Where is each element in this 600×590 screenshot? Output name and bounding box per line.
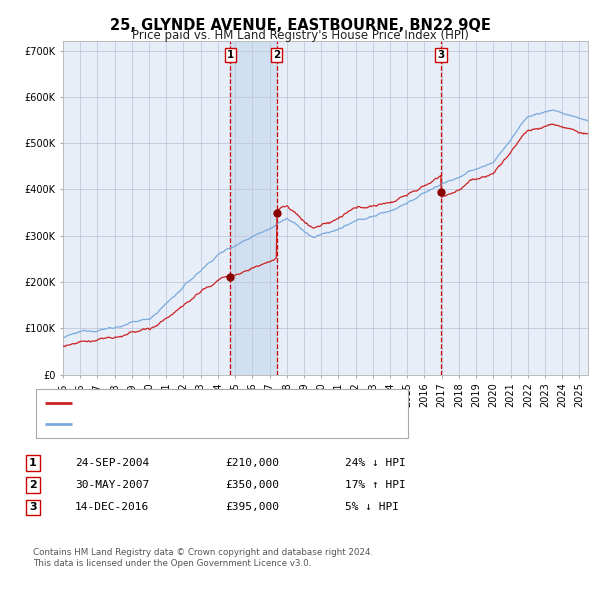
Text: 24% ↓ HPI: 24% ↓ HPI <box>345 458 406 468</box>
Text: £210,000: £210,000 <box>225 458 279 468</box>
Text: 3: 3 <box>437 50 445 60</box>
Text: HPI: Average price, detached house, Eastbourne: HPI: Average price, detached house, East… <box>77 419 318 430</box>
Text: 14-DEC-2016: 14-DEC-2016 <box>75 503 149 512</box>
Text: 1: 1 <box>227 50 234 60</box>
Text: 24-SEP-2004: 24-SEP-2004 <box>75 458 149 468</box>
Text: 25, GLYNDE AVENUE, EASTBOURNE, BN22 9QE: 25, GLYNDE AVENUE, EASTBOURNE, BN22 9QE <box>110 18 490 32</box>
Bar <box>230 41 277 375</box>
Text: 2: 2 <box>29 480 37 490</box>
Text: 5% ↓ HPI: 5% ↓ HPI <box>345 503 399 512</box>
Text: 30-MAY-2007: 30-MAY-2007 <box>75 480 149 490</box>
Text: This data is licensed under the Open Government Licence v3.0.: This data is licensed under the Open Gov… <box>33 559 311 568</box>
Text: Contains HM Land Registry data © Crown copyright and database right 2024.: Contains HM Land Registry data © Crown c… <box>33 548 373 556</box>
Text: £350,000: £350,000 <box>225 480 279 490</box>
Text: Price paid vs. HM Land Registry's House Price Index (HPI): Price paid vs. HM Land Registry's House … <box>131 30 469 42</box>
Text: 25, GLYNDE AVENUE, EASTBOURNE, BN22 9QE (detached house): 25, GLYNDE AVENUE, EASTBOURNE, BN22 9QE … <box>77 398 401 408</box>
Text: 2: 2 <box>273 50 280 60</box>
Text: 1: 1 <box>29 458 37 468</box>
Text: 17% ↑ HPI: 17% ↑ HPI <box>345 480 406 490</box>
Text: 3: 3 <box>29 503 37 512</box>
Text: £395,000: £395,000 <box>225 503 279 512</box>
